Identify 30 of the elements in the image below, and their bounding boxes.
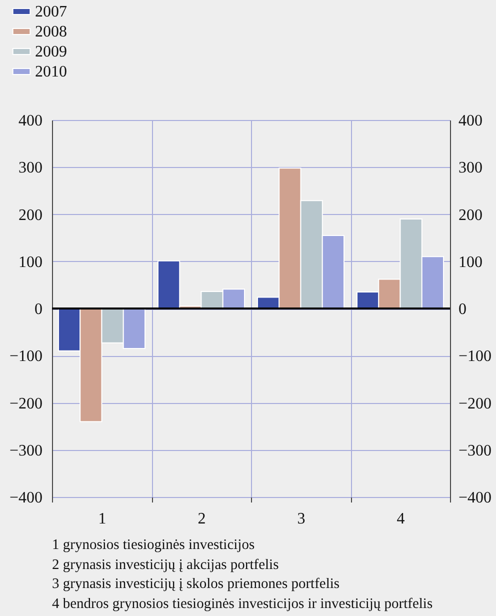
- y-tick-label: 0: [34, 301, 42, 318]
- y2-tick-label: −300: [458, 442, 492, 460]
- y2-tick-label: 400: [458, 112, 482, 130]
- y2-tick-label: −200: [458, 395, 492, 412]
- y-tick-label: 300: [18, 160, 42, 177]
- y-tick-label: 200: [18, 206, 42, 224]
- x-tick-label: 3: [297, 510, 306, 528]
- y-tick-label: 400: [18, 112, 42, 130]
- legend-label: 2007: [35, 4, 67, 20]
- y2-tick-label: −100: [458, 348, 492, 366]
- y2-tick-label: 0: [458, 301, 466, 318]
- text: 3 grynasis investicijų į skolos priemones portfelis: [52, 575, 341, 594]
- y-tick-label: −100: [9, 348, 42, 366]
- legend-label: 2009: [35, 44, 67, 60]
- legend-label: 2010: [35, 64, 67, 80]
- y2-tick-label: 100: [458, 254, 482, 271]
- x-tick-label: 4: [396, 510, 405, 528]
- text: 4 bendros grynosios tiesioginės investicijos ir investicijų portfelis: [52, 594, 433, 614]
- y-tick-label: −300: [9, 442, 42, 460]
- text: 2 grynasis investicijų į akcijas portfelis: [52, 556, 280, 574]
- y2-tick-label: 200: [458, 206, 482, 224]
- legend-label: 2008: [35, 24, 67, 40]
- y-tick-label: −200: [9, 395, 42, 412]
- y-tick-label: −400: [9, 490, 42, 506]
- x-tick-label: 2: [198, 510, 206, 528]
- x-tick-label: 1: [98, 510, 106, 528]
- y-tick-label: 100: [18, 254, 42, 271]
- y2-tick-label: 300: [458, 160, 482, 177]
- y2-tick-label: −400: [458, 490, 492, 506]
- text: 1 grynosios tiesioginės investicijos: [52, 536, 256, 555]
